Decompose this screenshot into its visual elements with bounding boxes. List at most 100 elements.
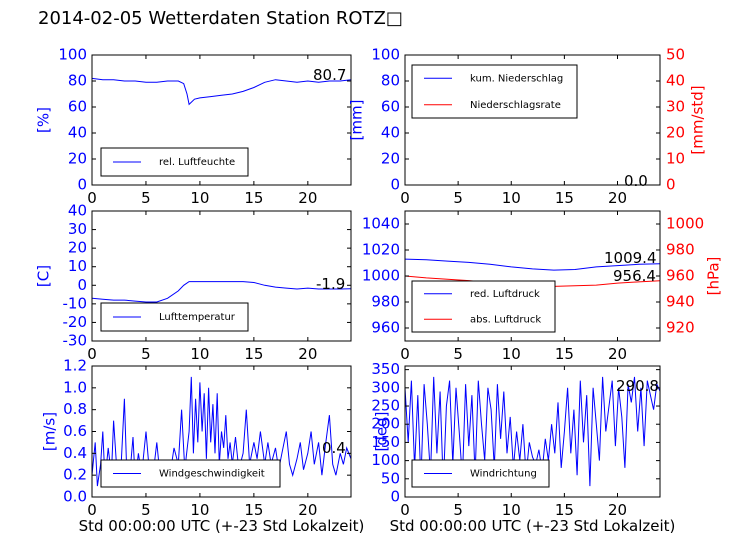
legend-label: rel. Luftfeuchte [159,157,235,168]
y-tick-label: 1.2 [63,357,87,375]
y-tick-label-right: 940 [666,293,695,311]
y-tick-label: 100 [58,46,87,64]
x-tick-label: 20 [608,345,627,363]
x-tick-label: 20 [298,189,317,207]
y-axis-label: [m/s] [41,412,59,451]
series-line-humidity-0 [92,77,351,106]
legend-label: abs. Luftdruck [470,314,541,325]
y-tick-label-right: 960 [666,267,695,285]
y-tick-label-right: 50 [666,46,685,64]
value-annotation: 956.4 [613,267,656,285]
y-tick-label: 0.0 [63,488,87,506]
value-annotation: 290.8 [616,377,659,395]
x-tick-label: 20 [608,501,627,519]
y-tick-label-right: 20 [666,124,685,142]
x-tick-label: 20 [608,189,627,207]
panel-humidity [91,54,352,186]
x-tick-label: 10 [190,345,209,363]
y-tick-label: 1000 [362,267,400,285]
y-tick-label: -20 [63,313,88,331]
x-tick-label: 0 [87,501,97,519]
x-tick-label: 10 [502,189,521,207]
y-tick-label-right: 1000 [666,215,704,233]
panel-precip [404,54,661,186]
x-tick-label: 15 [555,345,574,363]
panel-windspeed [91,365,352,498]
y-tick-label: 100 [371,46,400,64]
y-tick-label: 40 [68,202,87,220]
y-tick-label: 1.0 [63,378,87,396]
y-tick-label: 0.8 [63,400,87,418]
y-axis-label: [%] [35,107,53,133]
x-axis-label: Std 00:00:00 UTC (+-23 Std Lokalzeit) [390,517,676,535]
x-tick-label: 15 [555,501,574,519]
y-tick-label: 150 [371,433,400,451]
series-line-winddir-0 [405,376,660,487]
series-line-windspeed-0 [92,376,351,487]
y-tick-label: 100 [371,451,400,469]
y-tick-label: 1040 [362,215,400,233]
y-tick-label: 80 [68,72,87,90]
x-tick-label: 10 [502,345,521,363]
y-tick-label: 40 [68,124,87,142]
y-tick-label: 1020 [362,241,400,259]
y-axis-label: [C] [35,265,53,287]
y-tick-label: 0 [390,488,400,506]
y-tick-label: 60 [68,98,87,116]
legend-box [411,280,556,333]
y-tick-label: 0 [77,276,87,294]
y-axis-label-right: [mm/std] [689,85,707,154]
y-tick-label: 20 [68,150,87,168]
value-annotation: 1009.4 [604,249,657,267]
x-tick-label: 10 [190,501,209,519]
legend-label: Windgeschwindigkeit [159,469,265,480]
legend-box [411,64,578,119]
x-tick-label: 10 [190,189,209,207]
x-tick-label: 15 [244,345,263,363]
y-tick-label: 980 [371,293,400,311]
y-tick-label: -10 [63,294,88,312]
legend-label: red. Luftdruck [470,289,540,300]
y-tick-label: 200 [371,415,400,433]
x-tick-label: 5 [453,345,463,363]
plot-frame [91,210,352,342]
y-tick-label-right: 980 [666,241,695,259]
series-line-pressure-0 [405,258,660,271]
x-tick-label: 5 [141,345,151,363]
y-tick-label: 350 [371,360,400,378]
legend-label: Niederschlagsrate [470,100,561,111]
series-line-temperature-0 [92,281,351,303]
y-tick-label: 20 [68,239,87,257]
y-tick-label-right: 920 [666,319,695,337]
plot-frame [91,54,352,186]
x-tick-label: 20 [298,501,317,519]
panel-temperature [91,210,352,342]
panel-pressure [404,210,661,342]
y-tick-label: 50 [381,469,400,487]
x-tick-label: 20 [298,345,317,363]
y-tick-label: 250 [371,397,400,415]
plot-frame [404,365,661,498]
x-tick-label: 15 [555,189,574,207]
y-tick-label: 0.2 [63,466,87,484]
x-tick-label: 0 [400,501,410,519]
x-tick-label: 5 [141,501,151,519]
value-annotation: 80.7 [313,66,346,84]
panel-winddir [404,365,661,498]
y-tick-label: 40 [381,124,400,142]
x-tick-label: 0 [87,345,97,363]
x-tick-label: 5 [453,189,463,207]
y-tick-label: 0.4 [63,444,87,462]
y-tick-label-right: 10 [666,150,685,168]
x-tick-label: 0 [400,189,410,207]
y-tick-label-right: 30 [666,98,685,116]
x-tick-label: 0 [400,345,410,363]
y-tick-label: 10 [68,257,87,275]
y-axis-label-right: [hPa] [705,257,723,296]
legend-label: Lufttemperatur [159,312,236,323]
y-tick-label-right: 40 [666,72,685,90]
y-tick-label: 0.6 [63,422,87,440]
y-tick-label: 300 [371,378,400,396]
x-tick-label: 15 [244,189,263,207]
